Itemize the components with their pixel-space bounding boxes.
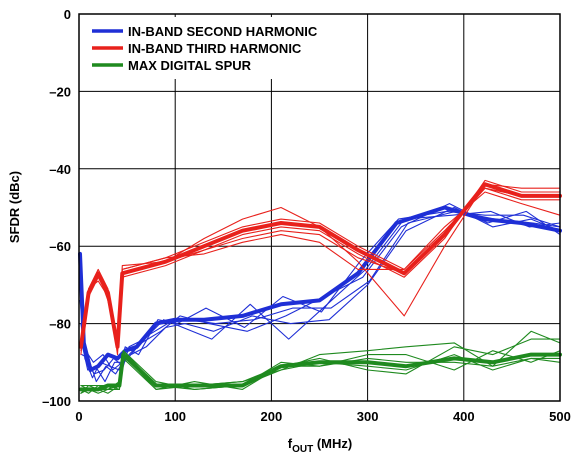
x-axis-title-main: f <box>288 436 293 451</box>
max-digital-spur-line-4 <box>80 350 561 394</box>
series-group-max-digital-spur <box>78 330 562 394</box>
second-harmonic-line-4 <box>80 206 561 383</box>
x-tick-label: 300 <box>357 409 379 424</box>
legend-label-third-harmonic: IN-BAND THIRD HARMONIC <box>128 41 302 56</box>
x-tick-label: 100 <box>164 409 186 424</box>
y-tick-label: 0 <box>64 7 71 22</box>
y-tick-label: –100 <box>42 394 71 409</box>
legend-background <box>82 17 366 79</box>
x-axis-title-subscript: OUT <box>292 444 313 455</box>
series-group-third-harmonic <box>78 179 562 356</box>
y-tick-label: –40 <box>49 162 71 177</box>
max-digital-spur-line-3 <box>80 338 561 394</box>
series-group-second-harmonic <box>78 203 562 383</box>
y-tick-label: –80 <box>49 317 71 332</box>
x-tick-label: 500 <box>549 409 571 424</box>
legend-label-max-digital-spur: MAX DIGITAL SPUR <box>128 58 252 73</box>
third-harmonic-line-0 <box>78 182 562 349</box>
series-layer <box>78 179 562 394</box>
third-harmonic-line-4 <box>80 191 561 352</box>
x-tick-label: 200 <box>261 409 283 424</box>
x-tick-label: 400 <box>453 409 475 424</box>
second-harmonic-line-3 <box>80 210 561 375</box>
max-digital-spur-line-5 <box>80 354 561 390</box>
x-axis-title: fOUT (MHz) <box>288 436 352 455</box>
third-harmonic-line-5 <box>80 187 561 348</box>
second-harmonic-line-1 <box>79 210 561 379</box>
second-harmonic-line-2 <box>79 203 561 371</box>
y-tick-label: –60 <box>49 239 71 254</box>
tick-labels: 0 100 200 300 400 500 0 –20 –40 –60 –80 –100 <box>42 7 571 424</box>
legend-label-second-harmonic: IN-BAND SECOND HARMONIC <box>128 24 318 39</box>
x-axis-title-unit: (MHz) <box>313 436 352 451</box>
second-harmonic-line-5 <box>81 210 561 383</box>
y-tick-label: –20 <box>49 84 71 99</box>
x-tick-label: 0 <box>75 409 82 424</box>
plot-frame <box>78 13 561 402</box>
legend: IN-BAND SECOND HARMONIC IN-BAND THIRD HA… <box>82 17 366 79</box>
y-axis-title: SFDR (dBc) <box>7 171 22 243</box>
